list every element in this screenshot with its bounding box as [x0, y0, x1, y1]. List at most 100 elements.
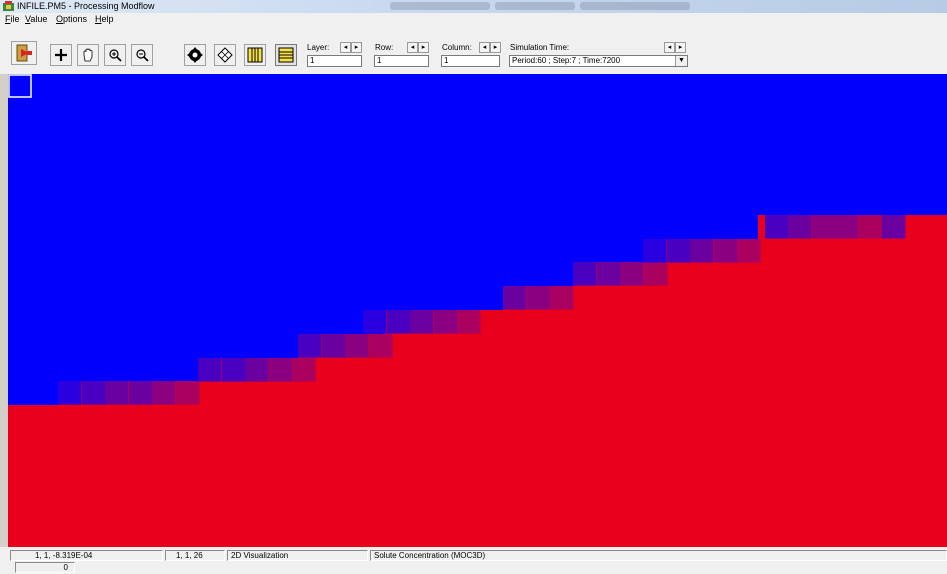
exit-door-icon [16, 44, 32, 62]
exit-button[interactable] [11, 41, 37, 65]
row-spinner[interactable]: ◂ ▸ [407, 42, 429, 53]
mixing-cell [882, 215, 906, 239]
layer-spinner[interactable]: ◂ ▸ [340, 42, 362, 53]
blurred-title-region [580, 2, 690, 10]
pan-button[interactable] [77, 44, 99, 66]
spin-left-icon[interactable]: ◂ [407, 42, 418, 53]
column-spinner[interactable]: ◂ ▸ [479, 42, 501, 53]
blue-region [573, 74, 643, 262]
menu-options[interactable]: Options [56, 14, 88, 24]
mixing-cell [835, 215, 859, 239]
status-description: Solute Concentration (MOC3D) [370, 550, 947, 561]
column-field[interactable]: 1 [441, 55, 500, 67]
column-grid-icon [247, 47, 263, 63]
simulation-time-select[interactable]: Period:60 ; Step:7 ; Time:7200 ▼ [509, 55, 688, 67]
mixing-cell [292, 358, 316, 382]
visualization-canvas[interactable] [8, 74, 947, 547]
title-bar[interactable]: INFILE.PM5 - Processing Modflow [0, 0, 947, 13]
row-grid-button[interactable] [275, 44, 297, 66]
plus-icon [55, 49, 67, 61]
status-cell: 1, 1, 26 [165, 550, 225, 561]
mixing-cell [644, 262, 668, 286]
mixing-cell [643, 239, 667, 263]
column-grid-button[interactable] [244, 44, 266, 66]
mixing-cell [573, 262, 597, 286]
mixing-cell [269, 358, 293, 382]
mixing-cell [690, 239, 714, 263]
hand-pan-icon [83, 48, 93, 62]
blurred-title-region [495, 2, 575, 10]
selected-cell-marker[interactable] [8, 74, 32, 98]
spin-right-icon[interactable]: ▸ [490, 42, 501, 53]
blue-region [383, 74, 503, 310]
mixing-cell [737, 239, 761, 263]
mixing-cell [345, 334, 369, 358]
app-icon [3, 1, 14, 11]
mixing-cell [82, 381, 106, 405]
zoom-out-button[interactable] [131, 44, 153, 66]
chevron-down-icon[interactable]: ▼ [675, 56, 687, 66]
window-title: INFILE.PM5 - Processing Modflow [17, 1, 155, 11]
map-move-button[interactable] [184, 44, 206, 66]
mixing-cell [527, 286, 551, 310]
simulation-time-label: Simulation Time: [510, 43, 570, 52]
diamond-grid-icon [217, 47, 233, 63]
mixing-cell [152, 381, 176, 405]
toolbar: Layer: ◂ ▸ 1 Row: ◂ ▸ 1 Column: ◂ ▸ 1 Si… [0, 26, 947, 74]
simulation-time-value: Period:60 ; Step:7 ; Time:7200 [512, 56, 621, 65]
zoom-in-icon [109, 49, 122, 62]
spin-right-icon[interactable]: ▸ [351, 42, 362, 53]
menu-bar: File Value Options Help [0, 13, 947, 26]
blurred-title-region [390, 2, 490, 10]
status-mode: 2D Visualization [227, 550, 368, 561]
status-coordinates: 1, 1, -8.319E-04 [10, 550, 163, 561]
row-label: Row: [375, 43, 394, 52]
mixing-cell [667, 239, 691, 263]
diamond-grid-button[interactable] [214, 44, 236, 66]
column-label: Column: [442, 43, 472, 52]
blue-region [503, 74, 573, 286]
mixing-cell [788, 215, 812, 239]
menu-help[interactable]: Help [95, 14, 114, 24]
spin-left-icon[interactable]: ◂ [479, 42, 490, 53]
mixing-cell [387, 310, 411, 334]
mixing-cell [714, 239, 738, 263]
mixing-cell [298, 334, 322, 358]
spin-right-icon[interactable]: ▸ [418, 42, 429, 53]
zoom-out-icon [136, 49, 149, 62]
layer-field[interactable]: 1 [307, 55, 362, 67]
mixing-cell [434, 310, 458, 334]
blue-region [8, 74, 58, 405]
add-button[interactable] [50, 44, 72, 66]
spin-left-icon[interactable]: ◂ [340, 42, 351, 53]
mixing-cell [503, 286, 527, 310]
menu-file[interactable]: File [5, 14, 20, 24]
blue-region [58, 74, 198, 381]
zoom-in-button[interactable] [104, 44, 126, 66]
mixing-cell [129, 381, 153, 405]
mixing-cell [198, 358, 222, 382]
simulation-time-spinner[interactable]: ◂ ▸ [664, 42, 686, 53]
spin-left-icon[interactable]: ◂ [664, 42, 675, 53]
mixing-cell [765, 215, 789, 239]
mixing-cell [410, 310, 434, 334]
mixing-cell [245, 358, 269, 382]
compass-move-icon [187, 47, 203, 63]
blue-region [198, 74, 298, 358]
mixing-cell [859, 215, 883, 239]
spin-right-icon[interactable]: ▸ [675, 42, 686, 53]
row-grid-icon [278, 47, 294, 63]
mixing-cell [812, 215, 836, 239]
mixing-cell [597, 262, 621, 286]
mixing-cell [222, 358, 246, 382]
mixing-cell [176, 381, 200, 405]
layer-label: Layer: [307, 43, 330, 52]
menu-value[interactable]: Value [25, 14, 48, 24]
mixing-cell [58, 381, 82, 405]
status-second-row: 0 [15, 562, 75, 573]
mixing-cell [322, 334, 346, 358]
mixing-cell [363, 310, 387, 334]
row-field[interactable]: 1 [374, 55, 429, 67]
blue-region [643, 74, 758, 239]
mixing-cell [550, 286, 574, 310]
